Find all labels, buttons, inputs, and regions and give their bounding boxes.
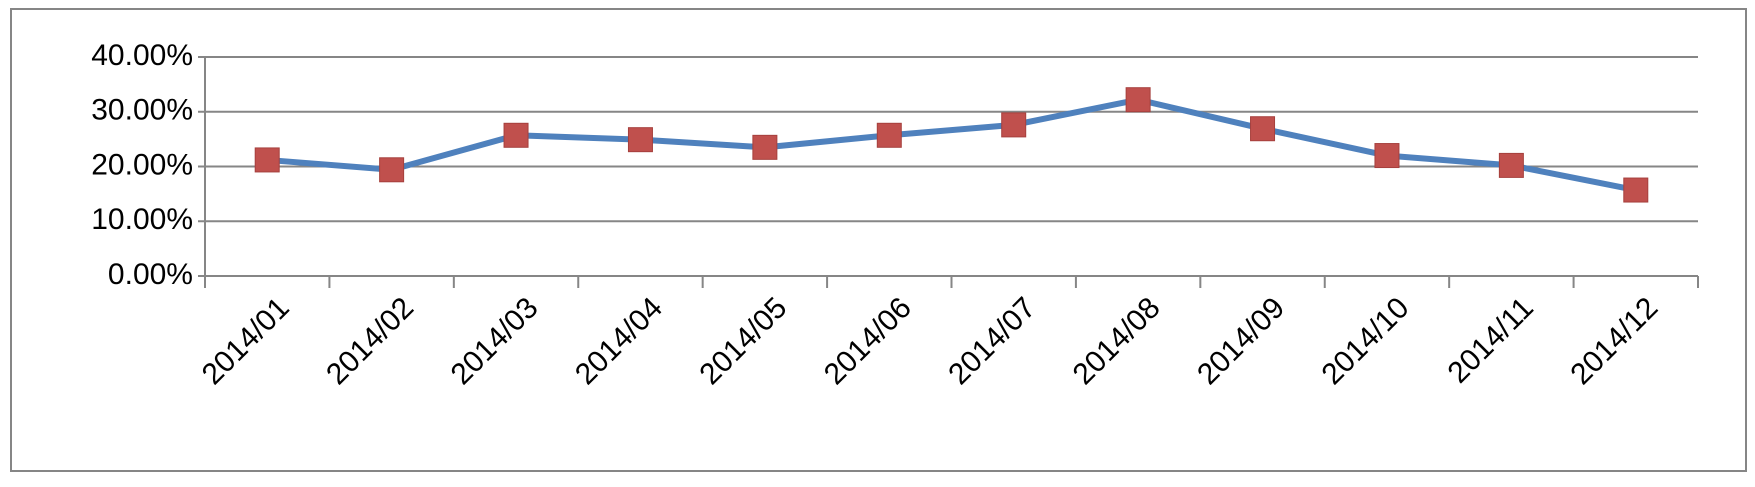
marker [1374,143,1400,169]
y-tick-label: 10.00% [91,203,193,236]
marker [1125,87,1151,113]
marker [1498,152,1524,178]
marker [254,147,280,173]
marker [503,122,529,148]
marker [752,134,778,160]
marker [1250,116,1276,142]
marker [379,157,405,183]
marker [1623,177,1649,203]
y-tick-label: 0.00% [108,258,193,291]
y-tick-label: 20.00% [91,148,193,181]
chart-border [10,8,1747,472]
marker [627,127,653,153]
series-line [266,96,1637,193]
marker [1001,112,1027,138]
y-tick-label: 30.00% [91,94,193,127]
y-tick-label: 40.00% [91,39,193,72]
marker [876,122,902,148]
